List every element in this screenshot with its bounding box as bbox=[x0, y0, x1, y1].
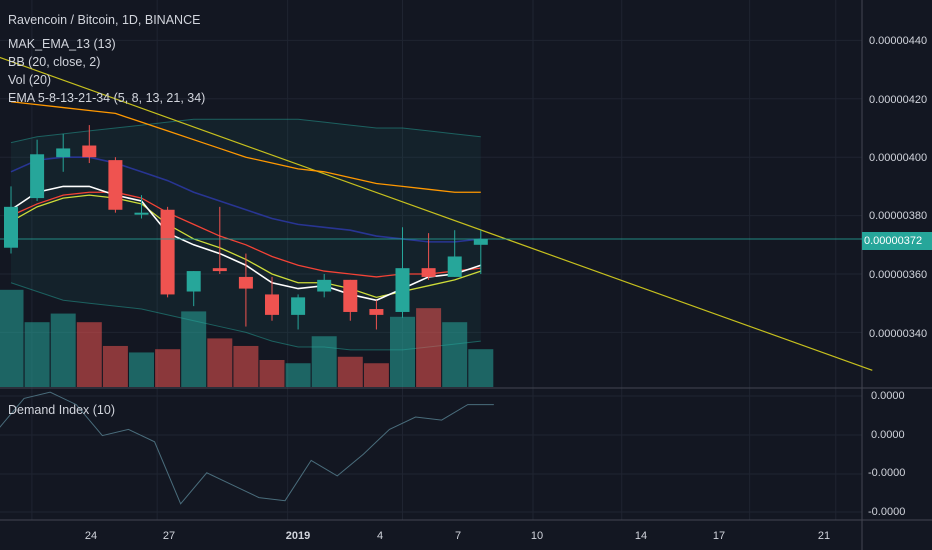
demand-index-axis-label: -0.0000 bbox=[868, 467, 906, 479]
demand-index-axis-label: -0.0000 bbox=[868, 506, 906, 518]
volume-bar bbox=[311, 336, 337, 387]
volume-bar bbox=[102, 345, 128, 387]
candle-body bbox=[4, 206, 18, 248]
candle-body bbox=[82, 145, 97, 158]
time-axis-label: 10 bbox=[530, 530, 544, 542]
price-axis-label: 0.00000440 bbox=[869, 35, 928, 47]
candle-body bbox=[108, 160, 123, 210]
candle-body bbox=[30, 154, 45, 199]
volume-bar bbox=[129, 352, 154, 387]
candle-body bbox=[291, 297, 306, 315]
price-axis-label: 0.00000420 bbox=[869, 94, 928, 106]
time-axis-label: 4 bbox=[376, 530, 384, 542]
indicator-legend-bb: BB (20, close, 2) bbox=[8, 55, 101, 69]
indicator-legend-ema-ribbon: EMA 5-8-13-21-34 (5, 8, 13, 21, 34) bbox=[8, 91, 206, 105]
candle-body bbox=[317, 279, 332, 292]
volume-bar bbox=[207, 338, 233, 387]
candle-body bbox=[421, 268, 436, 277]
candle-body bbox=[134, 212, 149, 215]
volume-bar bbox=[0, 289, 24, 387]
trendline bbox=[0, 56, 873, 371]
demand-index-axis-label: 0.0000 bbox=[871, 429, 905, 441]
volume-bar bbox=[155, 349, 181, 387]
time-axis-label: 7 bbox=[454, 530, 462, 542]
volume-bar bbox=[285, 363, 311, 387]
last-price-badge: 0.00000372 bbox=[862, 232, 932, 250]
candle-body bbox=[212, 268, 227, 272]
time-axis-label: 21 bbox=[817, 530, 831, 542]
volume-bar bbox=[24, 322, 50, 387]
volume-bar bbox=[337, 356, 363, 387]
candle-body bbox=[473, 238, 488, 245]
price-axis-label: 0.00000380 bbox=[869, 210, 928, 222]
bollinger-band-fill bbox=[11, 119, 481, 350]
candle-body bbox=[238, 276, 253, 289]
volume-bar bbox=[259, 360, 285, 387]
demand-index-line bbox=[0, 391, 494, 505]
candle-body bbox=[56, 148, 71, 158]
candle-body bbox=[447, 256, 462, 277]
demand-index-legend: Demand Index (10) bbox=[8, 403, 116, 417]
candle-body bbox=[160, 209, 175, 295]
candle-body bbox=[265, 294, 279, 315]
candle-body bbox=[343, 279, 358, 312]
volume-bar bbox=[363, 363, 389, 387]
volume-bar bbox=[468, 349, 494, 387]
volume-bar bbox=[50, 313, 76, 387]
volume-bar bbox=[390, 316, 415, 387]
ema-orange-line bbox=[10, 101, 481, 193]
time-axis-label: 17 bbox=[712, 530, 726, 542]
time-axis-label: 27 bbox=[162, 530, 176, 542]
demand-index-axis-label: 0.0000 bbox=[871, 390, 905, 402]
time-axis-label: 2019 bbox=[285, 530, 311, 542]
price-axis-label: 0.00000400 bbox=[869, 152, 928, 164]
volume-bar bbox=[233, 345, 259, 387]
price-axis-label: 0.00000360 bbox=[869, 269, 928, 281]
candle-body bbox=[369, 309, 384, 315]
indicator-legend-mak-ema: MAK_EMA_13 (13) bbox=[8, 37, 116, 51]
time-axis-label: 24 bbox=[84, 530, 98, 542]
price-axis-label: 0.00000340 bbox=[869, 328, 928, 340]
candle-body bbox=[395, 268, 410, 312]
symbol-title: Ravencoin / Bitcoin, 1D, BINANCE bbox=[8, 13, 201, 27]
volume-bar bbox=[416, 308, 442, 387]
candle-body bbox=[186, 271, 201, 292]
indicator-legend-vol: Vol (20) bbox=[8, 73, 52, 87]
volume-bar bbox=[181, 311, 207, 387]
volume-bar bbox=[76, 322, 102, 387]
volume-bar bbox=[442, 322, 468, 387]
time-axis-label: 14 bbox=[634, 530, 648, 542]
